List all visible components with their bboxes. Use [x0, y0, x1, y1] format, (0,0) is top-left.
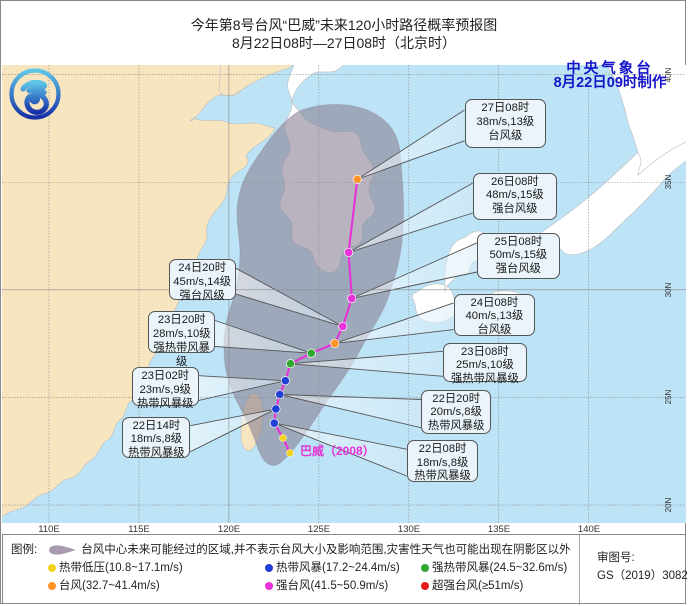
svg-text:巴威（2008）: 巴威（2008） [300, 443, 375, 458]
